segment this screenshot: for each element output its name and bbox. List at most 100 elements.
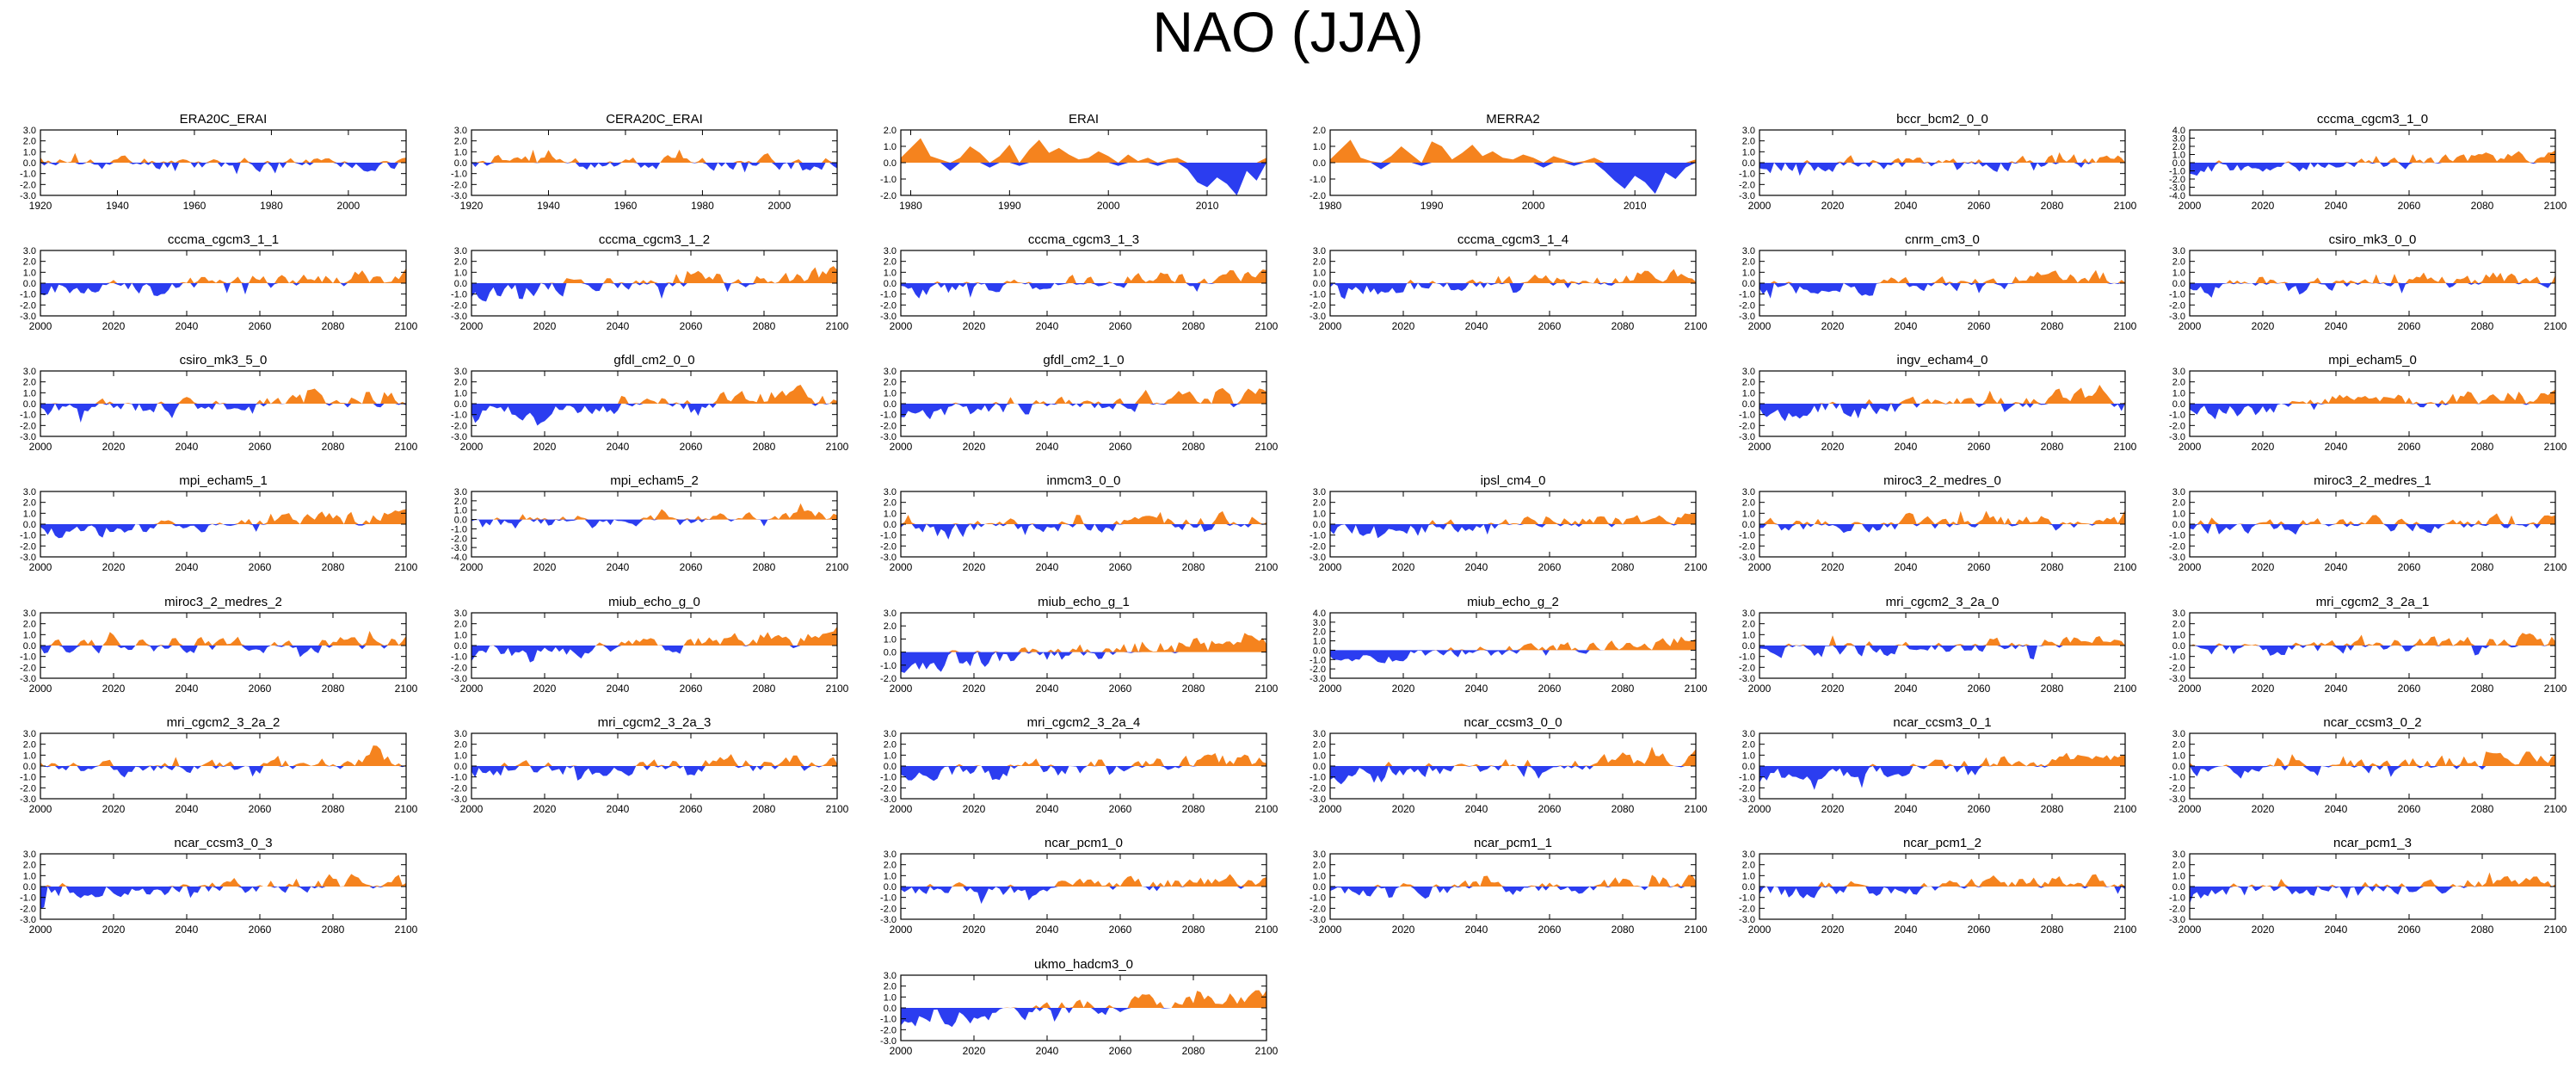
x-tick-label: 2000 bbox=[2179, 200, 2202, 212]
y-tick-label: -2.0 bbox=[880, 783, 897, 794]
y-tick-label: 1.0 bbox=[454, 506, 467, 516]
positive-area bbox=[40, 268, 406, 283]
panel-ingv-echam4-0: ingv_echam4_0 3.02.01.00.0-1.0-2.0-3.0200… bbox=[1739, 353, 2137, 453]
x-tick-label: 2000 bbox=[1748, 200, 1772, 212]
y-tick-label: -1.0 bbox=[1739, 290, 1755, 300]
panel-title: mri_cgcm2_3_2a_3 bbox=[598, 715, 712, 730]
y-tick-label: -2.0 bbox=[20, 300, 36, 311]
x-tick-label: 2060 bbox=[249, 683, 272, 695]
panel-title: cnrm_cm3_0 bbox=[1905, 232, 1980, 247]
panel-title: ncar_ccsm3_0_2 bbox=[2323, 715, 2421, 730]
x-tick-label: 2020 bbox=[533, 561, 557, 573]
negative-area bbox=[471, 766, 837, 781]
y-tick-label: -3.0 bbox=[20, 432, 36, 442]
y-tick-label: 3.0 bbox=[2172, 367, 2185, 377]
x-tick-label: 2000 bbox=[2179, 924, 2202, 936]
positive-area bbox=[1330, 874, 1696, 887]
x-tick-label: 2100 bbox=[2544, 683, 2567, 695]
positive-area bbox=[471, 149, 837, 163]
x-tick-label: 2080 bbox=[2471, 441, 2494, 453]
x-tick-label: 2000 bbox=[1748, 924, 1772, 936]
panel-mpi-echam5-2: mpi_echam5_2 3.02.01.00.0-1.0-2.0-3.0-4.0… bbox=[451, 473, 849, 573]
x-tick-label: 2080 bbox=[2041, 561, 2064, 573]
panel-mri-cgcm2-3-2a-3: mri_cgcm2_3_2a_3 3.02.01.00.0-1.0-2.0-3.0… bbox=[451, 715, 849, 815]
panel-title: mpi_echam5_1 bbox=[179, 473, 268, 488]
negative-area bbox=[1330, 766, 1696, 785]
y-tick-label: 2.0 bbox=[454, 620, 467, 630]
x-tick-label: 2060 bbox=[1538, 683, 1562, 695]
y-tick-label: 0.0 bbox=[2172, 641, 2185, 652]
y-tick-label: -1.0 bbox=[451, 170, 467, 180]
x-tick-label: 2040 bbox=[2325, 683, 2348, 695]
x-tick-label: 2000 bbox=[890, 683, 913, 695]
x-tick-label: 2000 bbox=[1748, 803, 1772, 815]
y-tick-label: 2.0 bbox=[884, 498, 897, 509]
x-tick-label: 2060 bbox=[1109, 924, 1132, 936]
y-tick-label: 1.0 bbox=[23, 388, 36, 399]
x-tick-label: 2100 bbox=[1685, 924, 1708, 936]
x-tick-label: 2100 bbox=[395, 924, 418, 936]
y-tick-label: 0.0 bbox=[454, 641, 467, 652]
x-tick-label: 2020 bbox=[1392, 561, 1415, 573]
y-tick-label: 1.0 bbox=[1313, 751, 1326, 761]
negative-area bbox=[40, 887, 406, 909]
panel-title: ukmo_hadcm3_0 bbox=[1034, 957, 1133, 972]
y-tick-label: 1.0 bbox=[1313, 509, 1326, 519]
y-tick-label: -3.0 bbox=[451, 432, 467, 442]
positive-area bbox=[2190, 389, 2555, 404]
y-tick-label: 3.0 bbox=[2172, 850, 2185, 860]
y-tick-label: -2.0 bbox=[1739, 663, 1755, 673]
x-tick-label: 2080 bbox=[322, 924, 345, 936]
x-tick-label: 2040 bbox=[1036, 1045, 1059, 1057]
negative-area bbox=[1330, 650, 1696, 664]
positive-area bbox=[471, 385, 837, 404]
positive-area bbox=[2190, 513, 2555, 524]
y-tick-label: 0.0 bbox=[23, 641, 36, 652]
y-tick-label: -3.0 bbox=[880, 432, 897, 442]
positive-area bbox=[1330, 269, 1696, 283]
x-tick-label: 2020 bbox=[963, 924, 986, 936]
x-tick-label: 2020 bbox=[1821, 200, 1845, 212]
y-tick-label: -2.0 bbox=[451, 783, 467, 794]
y-tick-label: -3.0 bbox=[880, 312, 897, 322]
y-tick-label: -1.0 bbox=[20, 773, 36, 783]
x-tick-label: 2020 bbox=[2252, 561, 2275, 573]
positive-area bbox=[40, 509, 406, 524]
y-tick-label: 3.0 bbox=[1742, 367, 1755, 377]
x-tick-label: 1990 bbox=[998, 200, 1021, 212]
y-tick-label: -1.0 bbox=[1739, 411, 1755, 421]
x-tick-label: 2000 bbox=[1748, 320, 1772, 332]
x-tick-label: 2100 bbox=[1255, 924, 1279, 936]
y-tick-label: 0.0 bbox=[2172, 158, 2185, 169]
x-tick-label: 2020 bbox=[1821, 924, 1845, 936]
y-tick-label: -3.0 bbox=[880, 794, 897, 805]
panel-miroc3-2-medres-1: miroc3_2_medres_1 3.02.01.00.0-1.0-2.0-3.… bbox=[2169, 473, 2567, 573]
x-tick-label: 2000 bbox=[1748, 561, 1772, 573]
y-tick-label: 1.0 bbox=[1742, 630, 1755, 640]
panel-title: ncar_pcm1_1 bbox=[1474, 836, 1552, 850]
panel-cera20c-erai: CERA20C_ERAI 3.02.01.00.0-1.0-2.0-3.01920… bbox=[451, 112, 838, 212]
y-tick-label: -4.0 bbox=[2169, 191, 2185, 201]
y-tick-label: 3.0 bbox=[23, 487, 36, 497]
panel-mri-cgcm2-3-2a-2: mri_cgcm2_3_2a_2 3.02.01.00.0-1.0-2.0-3.0… bbox=[20, 715, 418, 815]
x-tick-label: 2040 bbox=[1465, 924, 1488, 936]
x-tick-label: 2100 bbox=[2114, 803, 2137, 815]
y-tick-label: 0.0 bbox=[2172, 882, 2185, 893]
x-tick-label: 2000 bbox=[890, 320, 913, 332]
x-tick-label: 2040 bbox=[1465, 320, 1488, 332]
y-tick-label: -1.0 bbox=[880, 893, 897, 904]
panel-title: cccma_cgcm3_1_4 bbox=[1457, 232, 1568, 247]
x-tick-label: 2040 bbox=[1895, 803, 1918, 815]
y-tick-label: -2.0 bbox=[1739, 904, 1755, 914]
y-tick-label: 2.0 bbox=[23, 137, 36, 147]
y-tick-label: 0.0 bbox=[884, 1004, 897, 1014]
x-tick-label: 2010 bbox=[1196, 200, 1219, 212]
x-tick-label: 2000 bbox=[768, 200, 792, 212]
panel-title: mpi_echam5_2 bbox=[610, 473, 699, 488]
panel-title: mpi_echam5_0 bbox=[2328, 353, 2417, 368]
y-tick-label: 0.0 bbox=[884, 520, 897, 530]
